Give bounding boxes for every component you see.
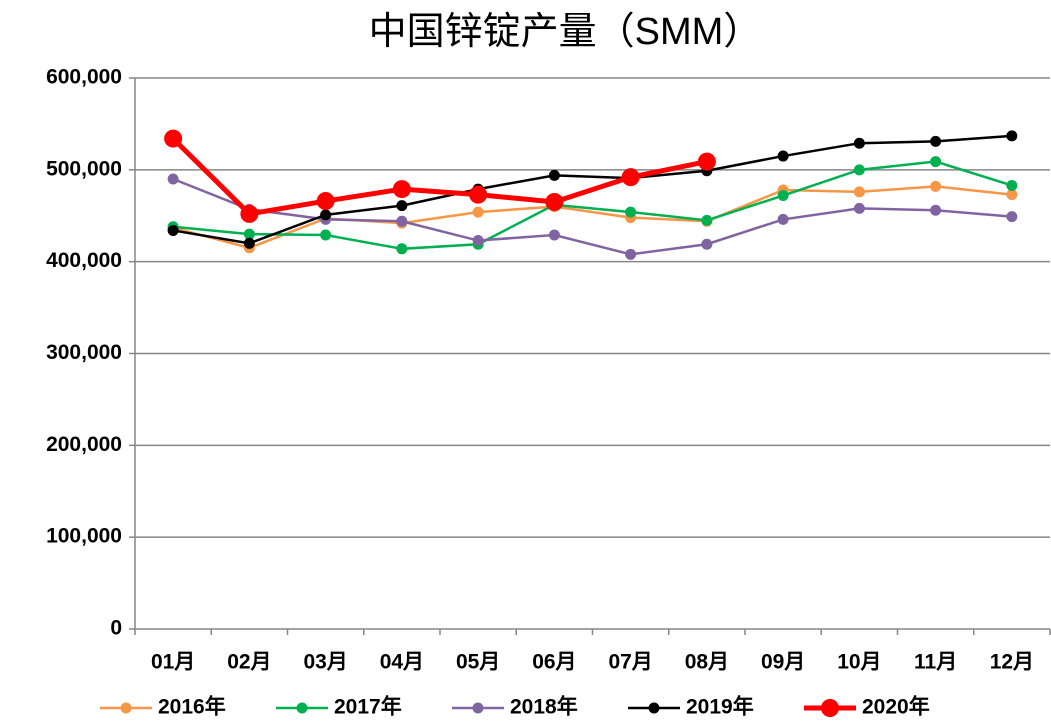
data-point <box>625 206 637 218</box>
data-point <box>167 224 179 236</box>
data-point <box>164 129 183 148</box>
y-tick-label: 300,000 <box>46 341 122 364</box>
data-point <box>396 243 408 255</box>
series-line <box>171 136 708 217</box>
data-point <box>853 186 865 198</box>
data-point <box>930 135 942 147</box>
legend-label: 2017年 <box>334 695 402 719</box>
legend-label: 2019年 <box>686 695 754 719</box>
y-tick-label: 200,000 <box>46 433 122 456</box>
data-point <box>548 229 560 241</box>
data-point <box>853 164 865 176</box>
data-point <box>548 169 560 181</box>
data-point <box>1006 179 1018 191</box>
y-tick-label: 0 <box>110 617 122 640</box>
data-point <box>167 173 179 185</box>
data-point <box>396 200 408 212</box>
data-point <box>853 202 865 214</box>
legend-label: 2018年 <box>510 695 578 719</box>
legend-marker <box>821 699 839 717</box>
data-point <box>472 206 484 218</box>
data-point <box>930 204 942 216</box>
x-tick-label: 03月 <box>303 651 347 674</box>
x-tick-label: 09月 <box>761 651 805 674</box>
data-point <box>625 248 637 260</box>
data-point <box>1006 189 1018 201</box>
legend-marker <box>296 702 308 714</box>
data-point <box>777 150 789 162</box>
data-point <box>930 180 942 192</box>
data-point <box>545 192 564 211</box>
data-point <box>1006 130 1018 142</box>
y-tick-label: 400,000 <box>46 249 122 272</box>
x-tick-label: 04月 <box>380 651 424 674</box>
chart-title: 中国锌锭产量（SMM） <box>369 11 762 53</box>
x-tick-label: 10月 <box>837 651 881 674</box>
x-tick-label: 01月 <box>151 651 195 674</box>
data-point <box>621 168 640 187</box>
data-point <box>1006 211 1018 223</box>
data-point <box>240 204 259 223</box>
series-line <box>173 160 1013 251</box>
legend-marker <box>120 702 132 714</box>
data-point <box>469 185 488 204</box>
legend-marker <box>648 702 660 714</box>
legend-marker <box>472 702 484 714</box>
data-point <box>701 238 713 250</box>
x-tick-label: 07月 <box>608 651 652 674</box>
data-point <box>777 190 789 202</box>
data-point <box>320 229 332 241</box>
data-point <box>701 214 713 226</box>
data-point <box>853 137 865 149</box>
y-tick-label: 500,000 <box>46 157 122 180</box>
series-line <box>172 134 1012 245</box>
data-point <box>243 228 255 240</box>
legend-label: 2016年 <box>158 695 226 719</box>
y-tick-label: 600,000 <box>46 66 122 89</box>
data-point <box>930 156 942 168</box>
data-point <box>320 209 332 221</box>
x-tick-label: 11月 <box>914 651 957 674</box>
x-tick-label: 05月 <box>456 651 500 674</box>
series-line <box>172 177 1012 256</box>
data-point <box>777 213 789 225</box>
x-tick-label: 08月 <box>685 651 729 674</box>
data-point <box>697 152 716 171</box>
x-tick-label: 06月 <box>532 651 576 674</box>
x-tick-label: 02月 <box>227 651 271 674</box>
data-point <box>316 192 335 211</box>
y-tick-label: 100,000 <box>46 525 122 548</box>
legend-label: 2020年 <box>862 695 930 719</box>
data-point <box>392 180 411 199</box>
data-point <box>472 235 484 247</box>
x-tick-label: 12月 <box>990 651 1034 674</box>
data-point <box>243 237 255 249</box>
data-point <box>396 215 408 227</box>
series-line <box>172 185 1013 250</box>
